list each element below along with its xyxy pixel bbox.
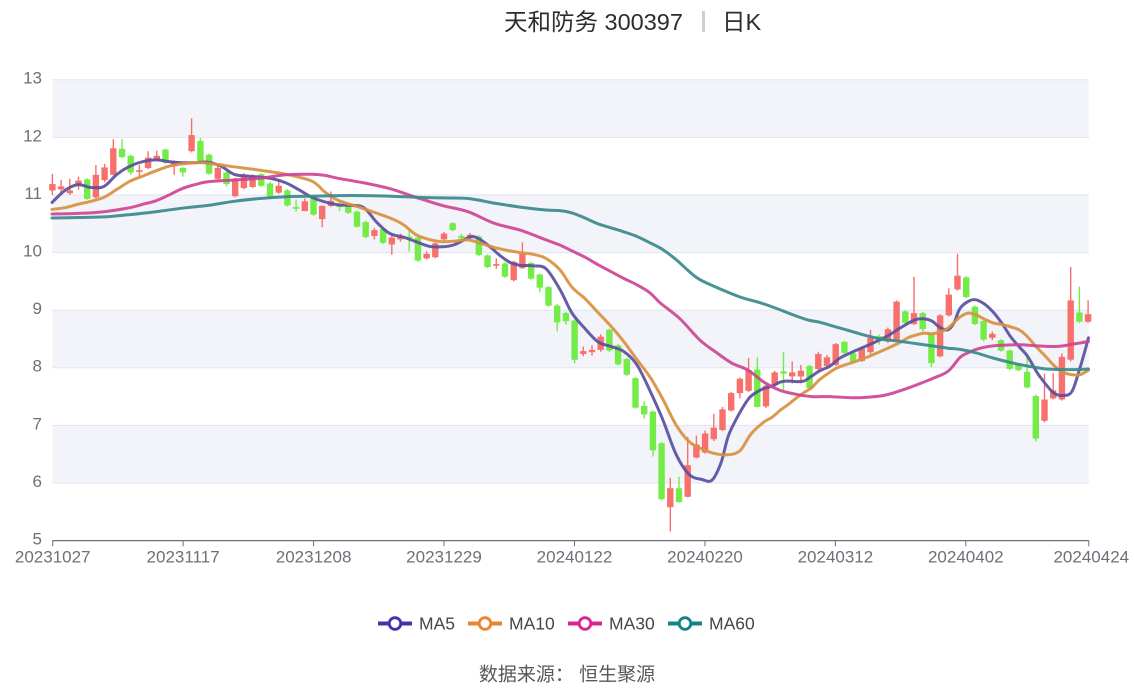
svg-text:10: 10 [23,242,42,261]
svg-text:6: 6 [33,472,42,491]
svg-text:天和防务 300397: 天和防务 300397 [504,9,683,35]
svg-text:12: 12 [23,126,42,145]
svg-text:20231117: 20231117 [147,548,220,567]
svg-text:日K: 日K [722,9,762,35]
svg-text:20240122: 20240122 [537,548,613,567]
svg-text:20231027: 20231027 [15,548,91,567]
svg-text:数据来源： 恒生聚源: 数据来源： 恒生聚源 [479,664,655,686]
svg-text:MA60: MA60 [709,614,755,634]
svg-text:11: 11 [24,184,42,203]
svg-text:MA10: MA10 [509,614,555,634]
svg-text:20231229: 20231229 [406,548,482,567]
svg-text:20240424: 20240424 [1053,548,1129,567]
svg-text:MA5: MA5 [419,614,455,634]
svg-text:20231208: 20231208 [276,548,352,567]
svg-text:20240220: 20240220 [667,548,743,567]
svg-text:20240402: 20240402 [928,548,1004,567]
svg-text:MA30: MA30 [609,614,655,634]
svg-text:20240312: 20240312 [798,548,874,567]
svg-text:9: 9 [33,299,42,318]
svg-text:5: 5 [33,530,42,549]
svg-text:7: 7 [33,414,42,433]
svg-text:13: 13 [23,69,42,88]
svg-text:8: 8 [33,357,42,376]
